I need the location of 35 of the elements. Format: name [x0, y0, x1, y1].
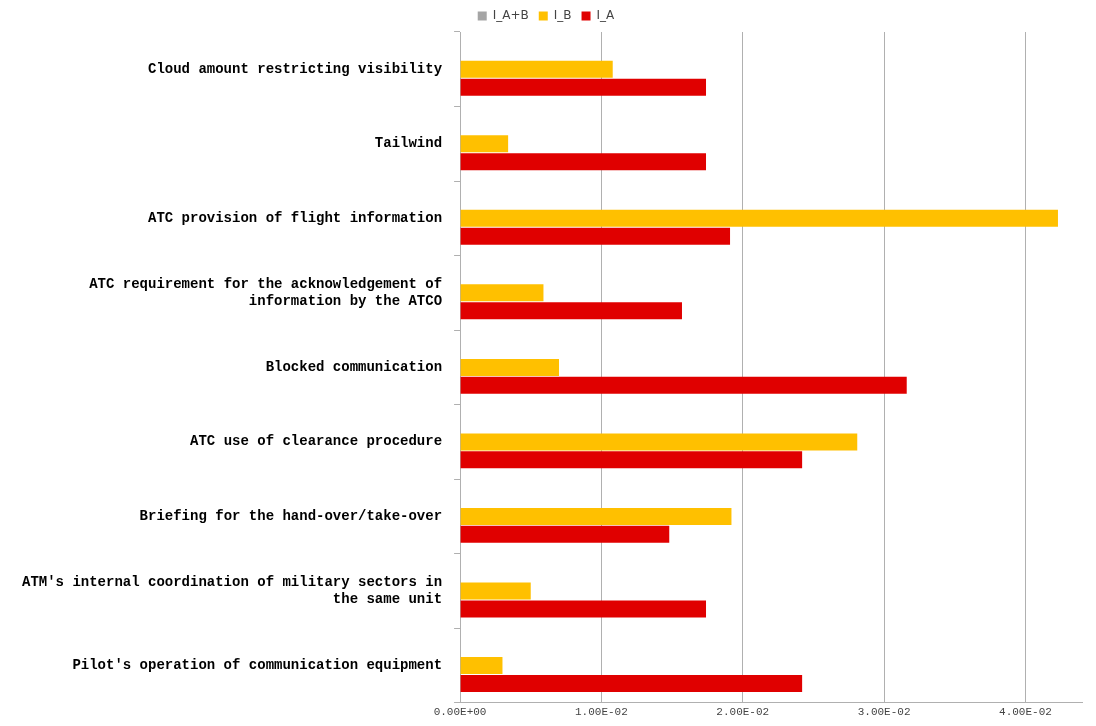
x-tick-label: 2.00E-02 — [716, 706, 770, 719]
bar — [460, 60, 613, 78]
y-tick-label: Pilot's operation of communication equipment — [72, 657, 443, 674]
bar — [460, 227, 731, 245]
y-tick-label: ATC provision of flight information — [148, 209, 443, 226]
y-tick-label: ATM's internal coordination of military sectors in the same unit — [21, 574, 443, 607]
y-tick-label: Briefing for the hand-over/take-over — [139, 508, 443, 524]
x-tick-label: 4.00E-02 — [999, 706, 1052, 719]
bar — [460, 600, 707, 618]
bar — [460, 657, 503, 675]
y-tick-label: ATC use of clearance procedure — [190, 433, 443, 450]
y-tick-label: ATC requirement for the acknowledgement of information by the ATCO — [89, 276, 443, 309]
bar — [460, 525, 670, 543]
y-tick-label: Cloud amount restricting visibility — [148, 60, 443, 77]
x-tick-label: 0.00E+00 — [433, 706, 487, 719]
bar — [460, 209, 1058, 227]
bar — [460, 153, 707, 171]
bar — [460, 433, 858, 451]
y-tick-label: Blocked communication — [265, 358, 443, 375]
bar — [460, 302, 682, 320]
bar — [460, 582, 531, 600]
x-tick-label: 3.00E-02 — [857, 706, 911, 719]
bar — [460, 376, 907, 394]
legend-label: I_B — [553, 8, 572, 23]
legend-label: I_A — [596, 8, 616, 23]
bar — [460, 284, 544, 302]
y-tick-label: Tailwind — [374, 135, 443, 152]
bar — [460, 674, 803, 692]
bar — [460, 507, 732, 525]
x-tick-label: 1.00E-02 — [575, 706, 628, 719]
bar — [460, 358, 560, 376]
bar — [460, 78, 707, 96]
bar — [460, 451, 803, 469]
bar — [460, 135, 509, 153]
legend-label: I_A+B — [492, 8, 529, 23]
